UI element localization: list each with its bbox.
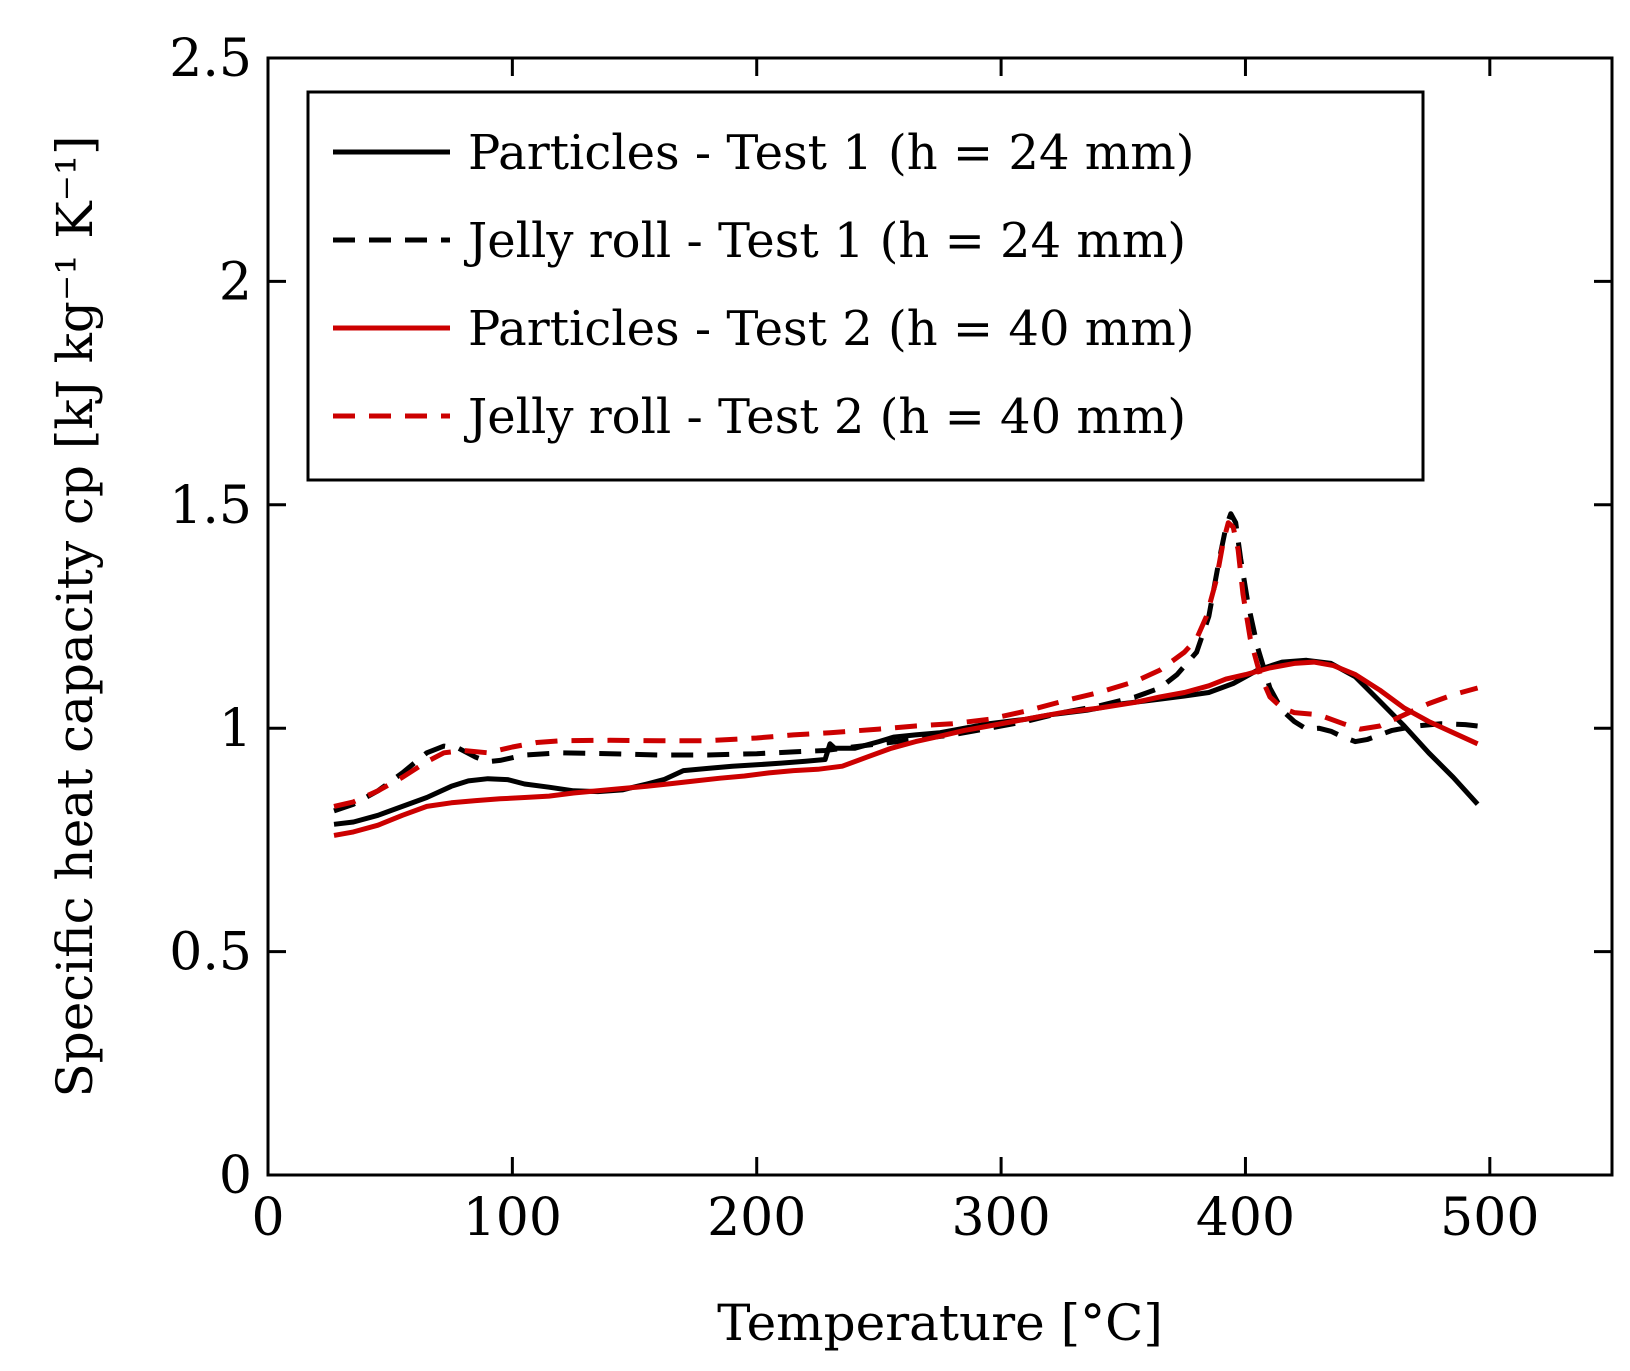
- x-tick-label: 500: [1440, 1188, 1539, 1248]
- x-tick-label: 300: [951, 1188, 1050, 1248]
- legend-label-1: Particles - Test 1 (h = 24 mm): [468, 125, 1195, 181]
- series-line-2: [333, 511, 1478, 814]
- series-line-1: [333, 657, 1480, 827]
- legend: Particles - Test 1 (h = 24 mm) Jelly roll…: [306, 90, 1425, 482]
- x-tick-label: 200: [707, 1188, 806, 1248]
- y-tick-label: 0.5: [169, 923, 252, 983]
- legend-box: [306, 90, 1425, 482]
- y-tick-label: 2: [219, 252, 252, 312]
- y-tick-label: 2.5: [169, 29, 252, 89]
- y-tick-label: 1.5: [169, 476, 252, 536]
- x-tick-label: 0: [251, 1188, 284, 1248]
- legend-label-4: Jelly roll - Test 2 (h = 40 mm): [463, 389, 1186, 445]
- legend-label-2: Jelly roll - Test 1 (h = 24 mm): [463, 213, 1186, 269]
- x-axis-label: Temperature [°C]: [717, 1294, 1163, 1352]
- x-tick-label: 100: [463, 1188, 562, 1248]
- y-tick-label: 1: [219, 699, 252, 759]
- series-line-3: [333, 659, 1479, 838]
- series-line-4: [333, 520, 1479, 809]
- x-tick-label: 400: [1196, 1188, 1295, 1248]
- y-tick-label: 0: [219, 1146, 252, 1206]
- series-layer: [333, 511, 1480, 838]
- plot-area-frame: [266, 56, 1614, 1177]
- legend-label-3: Particles - Test 2 (h = 40 mm): [468, 301, 1195, 357]
- axis-ticks: 0 100 200 300 400 500 0 0.5 1 1.5 2 2.5: [169, 29, 1612, 1248]
- y-axis-label: Specific heat capacity cp [kJ kg⁻¹ K⁻¹]: [46, 135, 104, 1097]
